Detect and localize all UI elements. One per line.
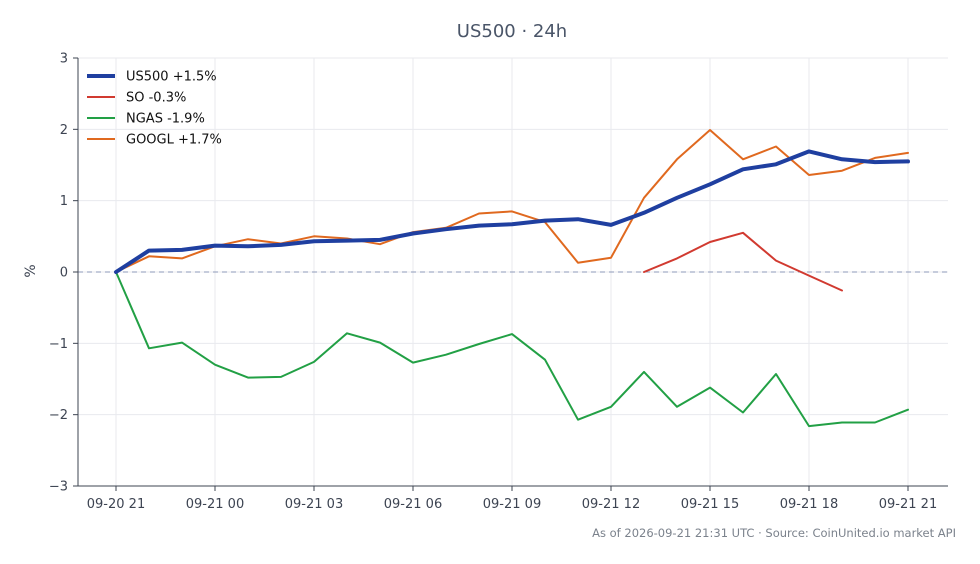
series-line-0 [114,149,910,274]
y-tick-label: 2 [60,123,68,138]
legend-label: GOOGL +1.7% [126,133,222,148]
y-tick-label: −1 [49,337,68,352]
series-line-3 [115,129,909,273]
series-line-1 [643,231,843,292]
x-tick-label: 09-21 12 [582,497,640,512]
y-tick-label: 1 [60,194,68,209]
x-tick-label: 09-21 09 [483,497,541,512]
x-tick-label: 09-21 06 [384,497,442,512]
x-tick-label: 09-21 21 [879,497,937,512]
legend-label: SO -0.3% [126,91,186,106]
legend-label: NGAS -1.9% [126,112,205,127]
y-axis-label: % [23,264,39,277]
series-lines [114,129,910,428]
x-tick-label: 09-21 15 [681,497,739,512]
x-tick-label: 09-21 00 [186,497,244,512]
series-line-2 [115,271,909,428]
y-axis-ticks: 3 2 1 0 −1 −2 −3 [49,52,78,495]
x-tick-label: 09-21 03 [285,497,343,512]
x-tick-label: 09-21 18 [780,497,838,512]
legend-label: US500 +1.5% [126,70,217,85]
y-tick-label: 3 [60,52,68,67]
y-tick-label: −3 [49,480,68,495]
x-axis-ticks: 09-20 21 09-21 00 09-21 03 09-21 06 09-21 09… [87,486,937,512]
legend: US500 +1.5% SO -0.3% NGAS -1.9% GOOGL +1.7% [87,70,222,148]
chart-title: US500 · 24h [457,21,567,42]
x-tick-label: 09-20 21 [87,497,145,512]
y-tick-label: −2 [49,408,68,423]
source-footer: As of 2026-09-21 21:31 UTC · Source: Coi… [592,526,956,540]
y-tick-label: 0 [60,266,68,281]
